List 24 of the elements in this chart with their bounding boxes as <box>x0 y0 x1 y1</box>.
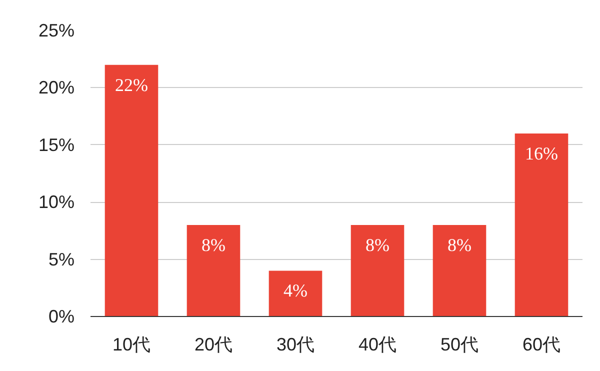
bar <box>186 224 240 316</box>
x-tick-label: 10代 <box>112 334 151 354</box>
y-tick-label: 20% <box>38 78 75 98</box>
data-label: 22% <box>115 74 148 95</box>
data-label: 8% <box>366 234 390 255</box>
bar <box>432 224 486 316</box>
y-tick-label: 15% <box>38 134 75 155</box>
bar <box>268 270 322 316</box>
x-tick-label: 40代 <box>358 334 397 354</box>
data-label: 8% <box>202 234 226 255</box>
x-tick-label: 20代 <box>194 334 233 354</box>
bar <box>514 133 568 316</box>
bar <box>104 64 158 316</box>
y-tick-label: 25% <box>38 20 75 40</box>
bar <box>350 224 404 316</box>
y-tick-label: 5% <box>48 249 74 270</box>
data-label: 8% <box>448 234 472 255</box>
x-tick-label: 60代 <box>522 334 561 354</box>
x-tick-label: 50代 <box>440 334 479 354</box>
x-tick-label: 30代 <box>276 334 315 354</box>
y-tick-label: 0% <box>48 306 74 326</box>
data-label: 16% <box>525 143 558 164</box>
data-label: 4% <box>284 280 308 301</box>
y-tick-label: 10% <box>38 192 75 212</box>
